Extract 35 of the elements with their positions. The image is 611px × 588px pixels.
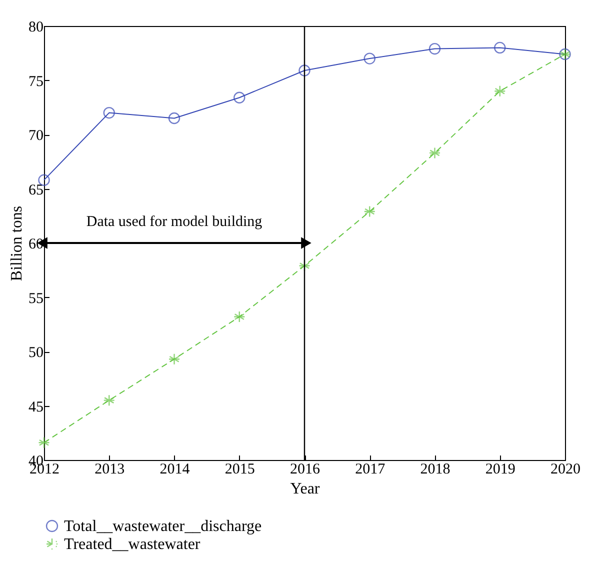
x-tick-label: 2014	[160, 462, 190, 478]
point	[494, 85, 506, 97]
point	[364, 206, 376, 218]
x-tick-label: 2015	[224, 462, 255, 478]
legend-label: Treated__wastewater	[64, 536, 201, 553]
x-tick-label: 2017	[355, 462, 386, 478]
y-tick-label: 65	[28, 182, 44, 198]
point	[234, 92, 246, 104]
y-tick-label: 70	[28, 128, 44, 144]
x-tick-label: 2013	[94, 462, 125, 478]
point	[364, 52, 376, 64]
legend-label: Total__wastewater__discharge	[64, 518, 262, 535]
point	[298, 64, 310, 76]
point	[234, 310, 246, 323]
x-axis-title: Year	[290, 480, 320, 498]
y-axis-title: Billion tons	[8, 206, 26, 282]
x-tick-label: 2020	[550, 462, 580, 478]
y-tick-label: 50	[28, 345, 44, 361]
point	[494, 42, 506, 54]
x-tick-label: 2019	[485, 462, 516, 478]
y-tick-label: 80	[28, 20, 44, 36]
point	[38, 174, 50, 186]
point	[168, 112, 180, 124]
annotation: Data used for model building	[86, 214, 263, 230]
y-tick-label: 55	[28, 290, 44, 307]
point	[428, 147, 441, 159]
point	[428, 42, 441, 55]
point	[168, 353, 180, 365]
x-tick-label: 2016	[290, 462, 320, 478]
point	[103, 394, 115, 406]
point	[38, 436, 50, 448]
y-tick-label: 45	[28, 399, 44, 416]
point	[103, 106, 115, 119]
y-tick-label: 75	[28, 74, 44, 90]
x-tick-label: 2018	[420, 462, 450, 478]
